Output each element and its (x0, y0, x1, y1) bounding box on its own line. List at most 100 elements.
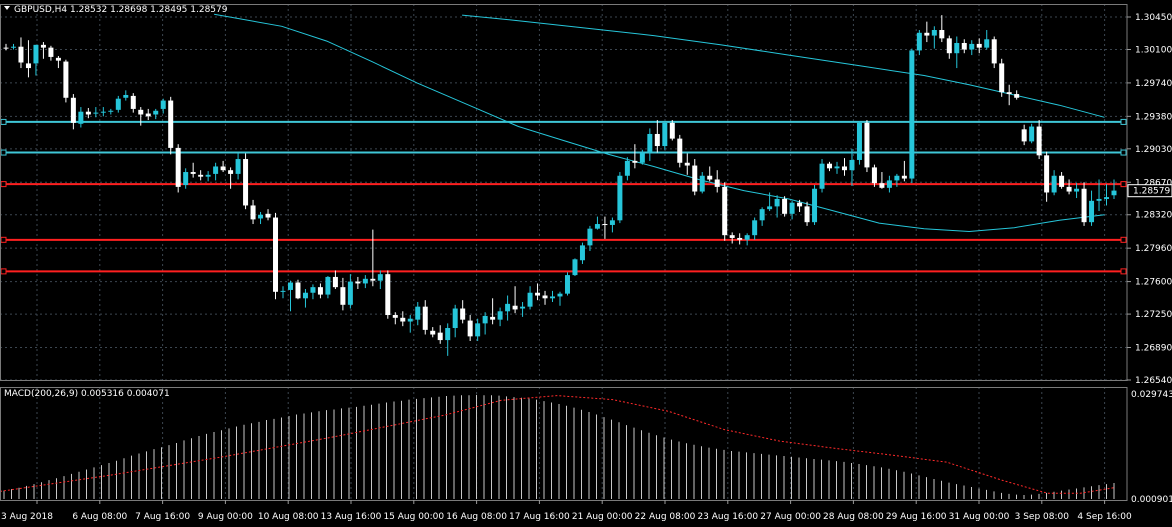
candle-body (976, 43, 982, 48)
candle-body (894, 175, 900, 181)
time-tick-label: 15 Aug 00:00 (383, 512, 444, 522)
candle-body (886, 180, 892, 188)
candle-body (497, 311, 503, 320)
time-tick-label: 9 Aug 00:00 (198, 512, 253, 522)
candle-body (400, 317, 406, 322)
time-tick-label: 29 Aug 16:00 (886, 512, 947, 522)
macd-panel-border (0, 387, 1128, 501)
candle-body (1104, 197, 1110, 199)
time-tick-label: 23 Aug 16:00 (697, 512, 758, 522)
candle-body (594, 224, 600, 229)
candle-body (273, 217, 279, 292)
level-handle (1120, 181, 1127, 188)
candle-body (347, 281, 353, 305)
candle-body (535, 292, 541, 296)
candle-body (18, 46, 24, 63)
candle-body (280, 290, 286, 292)
candle-body (1074, 188, 1080, 192)
candle-body (258, 214, 264, 219)
candle-body (999, 63, 1005, 93)
candle-body (744, 235, 750, 240)
candle-body (198, 174, 204, 177)
candle-body (377, 274, 383, 281)
candle-body (153, 110, 159, 115)
candle-body (355, 281, 361, 284)
candle-body (3, 47, 9, 49)
candle-body (430, 330, 436, 335)
candle-body (542, 295, 548, 299)
candle-body (332, 276, 338, 288)
candle-body (205, 174, 211, 177)
candle-body (317, 287, 323, 295)
candle-body (130, 95, 136, 109)
candle-body (767, 206, 773, 210)
candle-body (482, 315, 488, 324)
candle-body (25, 63, 31, 69)
price-tick-label: 1.30100 (1135, 45, 1172, 55)
candle-body (714, 179, 720, 187)
candle-body (407, 318, 413, 322)
candle-body (243, 159, 249, 206)
price-tick-label: 1.27960 (1135, 244, 1172, 254)
time-tick-label: 17 Aug 16:00 (509, 512, 570, 522)
candle-body (63, 61, 69, 98)
candle-body (1014, 94, 1020, 98)
grid-lines (0, 4, 1127, 500)
candle-body (939, 29, 945, 39)
candle-body (437, 332, 443, 341)
candle-body (909, 50, 915, 179)
candle-body (475, 323, 481, 337)
candle-body (1066, 186, 1072, 192)
candle-body (512, 305, 518, 310)
candle-body (175, 147, 181, 187)
level-handle (0, 268, 7, 275)
candle-body (564, 275, 570, 294)
time-tick-label: 6 Aug 08:00 (72, 512, 127, 522)
candle-body (647, 133, 653, 153)
candle-body (797, 202, 803, 207)
level-handle (0, 149, 7, 156)
ma-line (214, 13, 1105, 233)
candle-body (550, 296, 556, 299)
time-tick-label: 21 Aug 00:00 (572, 512, 633, 522)
candle-body (265, 213, 271, 218)
candle-body (250, 205, 256, 220)
candle-body (871, 167, 877, 184)
time-tick-label: 27 Aug 00:00 (760, 512, 821, 522)
candle-body (1021, 129, 1027, 142)
candle-body (115, 98, 121, 110)
time-tick-label: 7 Aug 16:00 (135, 512, 190, 522)
price-tick-label: 1.27600 (1135, 278, 1172, 288)
candle-body (879, 183, 885, 188)
candle-body (490, 316, 496, 320)
candle-body (295, 282, 301, 299)
price-tick-label: 1.26540 (1135, 376, 1172, 386)
candle-body (834, 166, 840, 169)
candle-body (220, 166, 226, 171)
candle-body (1051, 175, 1057, 193)
price-tick-label: 1.27250 (1135, 310, 1172, 320)
candle-body (505, 303, 511, 312)
candle-body (527, 292, 533, 307)
candle-body (654, 133, 660, 147)
candle-body (340, 287, 346, 305)
candle-body (707, 175, 713, 180)
candle-body (362, 278, 368, 284)
candle-body (931, 29, 937, 36)
candle-body (213, 166, 219, 174)
candle-body (969, 43, 975, 50)
candle-body (924, 32, 930, 36)
candle-body (78, 111, 84, 124)
price-tick-label: 1.29030 (1135, 145, 1172, 155)
current-price-marker (1127, 184, 1172, 198)
candle-body (1111, 190, 1117, 196)
candle-body (93, 112, 99, 114)
candle-body (10, 46, 16, 48)
candle-body (617, 175, 623, 221)
candle-body (40, 44, 46, 48)
candle-body (145, 113, 151, 117)
candle-body (856, 122, 862, 160)
candle-body (669, 122, 675, 139)
candle-body (228, 170, 234, 174)
